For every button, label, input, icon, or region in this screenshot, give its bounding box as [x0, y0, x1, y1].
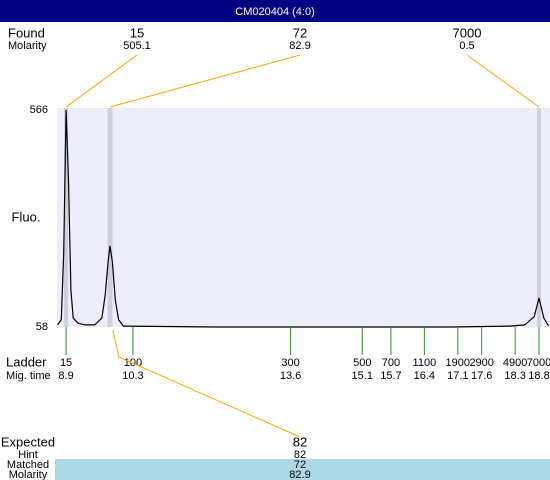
molarity-value: 82.9 [289, 469, 310, 480]
matched-label: Matched [7, 459, 49, 471]
ladder-time: 17.6 [471, 370, 492, 382]
y-tick-label: 58 [36, 321, 48, 333]
ladder-size: 300 [281, 357, 299, 369]
ladder-time: 15.7 [380, 370, 401, 382]
title: CM020404 (4:0) [235, 6, 315, 18]
trace [57, 109, 550, 328]
found-size: 15 [130, 25, 144, 40]
peak-link [65, 54, 138, 108]
y-label: Fluo. [12, 209, 41, 224]
peak-band [537, 108, 542, 327]
peak-link [466, 54, 540, 108]
found-size: 72 [293, 25, 307, 40]
plot-area [57, 108, 550, 327]
ladder-time: 18.8 [528, 370, 549, 382]
ladder-size: 4900 [503, 357, 527, 369]
ladder-size: 1900 [446, 357, 470, 369]
ladder-time: 18.3 [504, 370, 525, 382]
ladder-time: 8.9 [58, 370, 73, 382]
hint-label: Hint [18, 449, 38, 461]
ladder-label: Ladder [6, 354, 47, 369]
peak-band [64, 108, 69, 327]
ladder-size: 700 [382, 357, 400, 369]
y-tick-label: 566 [30, 104, 48, 116]
matched-value: 72 [294, 459, 306, 471]
expected-link [112, 329, 301, 438]
ladder-size: 500 [353, 357, 371, 369]
found-molarity: 505.1 [123, 40, 151, 52]
ladder-time: 10.3 [122, 370, 143, 382]
found-size: 7000 [453, 25, 482, 40]
found-molarity-label: Molarity [8, 40, 47, 52]
found-molarity: 0.5 [459, 40, 474, 52]
found-label: Found [8, 25, 45, 40]
ladder-size: 15 [60, 357, 72, 369]
matched-band [55, 459, 550, 480]
ladder-time: 17.1 [447, 370, 468, 382]
mig-time-label: Mig. time [6, 370, 51, 382]
ladder-time: 15.1 [352, 370, 373, 382]
ladder-size: 2900 [469, 357, 493, 369]
peak-band [107, 108, 113, 327]
expected-label: Expected [1, 434, 55, 449]
title-bar [0, 0, 550, 22]
found-molarity: 82.9 [289, 40, 310, 52]
peak-link [109, 54, 301, 108]
hint-value: 82 [294, 449, 306, 461]
expected-size: 82 [293, 434, 307, 449]
ladder-size: 7000 [527, 357, 550, 369]
ladder-size: 1100 [413, 357, 437, 369]
ladder-time: 13.6 [280, 370, 301, 382]
ladder-time: 16.4 [414, 370, 435, 382]
molarity-label: Molarity [9, 469, 48, 480]
